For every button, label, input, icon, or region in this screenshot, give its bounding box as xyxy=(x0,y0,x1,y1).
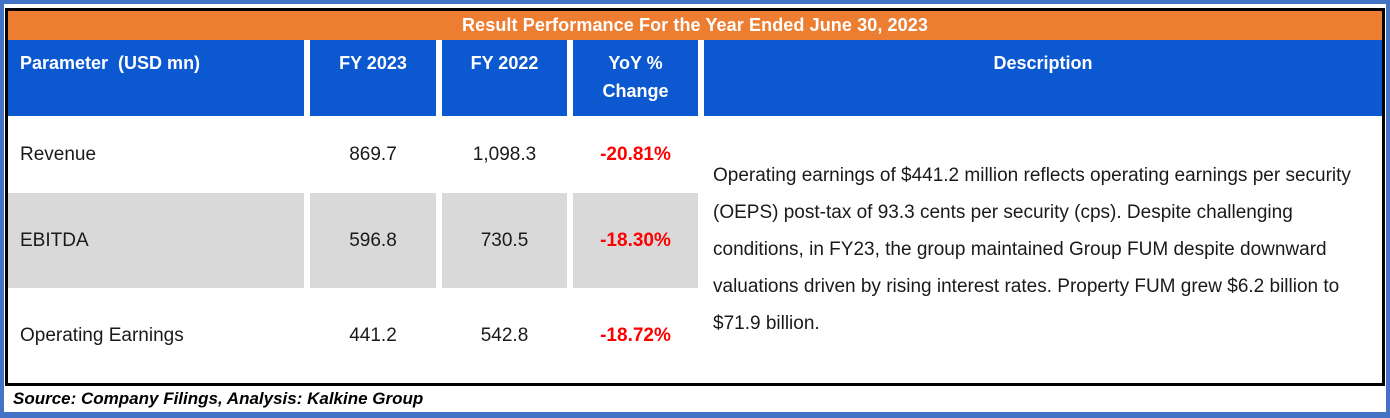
revenue-yoy-change: -20.81% xyxy=(573,116,698,193)
source-attribution: Source: Company Filings, Analysis: Kalki… xyxy=(4,389,1386,409)
description-cell: Operating earnings of $441.2 million ref… xyxy=(704,116,1382,383)
column-header-parameter: Parameter (USD mn) xyxy=(8,40,304,116)
column-header-fy2022: FY 2022 xyxy=(442,40,567,116)
description-text: Operating earnings of $441.2 million ref… xyxy=(713,165,1351,334)
row-ebitda-parameter: EBITDA xyxy=(8,193,304,288)
ebitda-fy2023-value: 596.8 xyxy=(310,193,436,288)
column-fy2023: FY 2023 869.7 596.8 441.2 xyxy=(310,40,436,383)
column-header-description: Description xyxy=(704,40,1382,116)
ebitda-yoy-change: -18.30% xyxy=(573,193,698,288)
table-grid: Parameter (USD mn) Revenue EBITDA Operat… xyxy=(8,40,1382,383)
operating-earnings-fy2023-value: 441.2 xyxy=(310,288,436,383)
column-fy2022: FY 2022 1,098.3 730.5 542.8 xyxy=(442,40,567,383)
results-table: Result Performance For the Year Ended Ju… xyxy=(5,8,1385,386)
column-parameter: Parameter (USD mn) Revenue EBITDA Operat… xyxy=(8,40,304,383)
row-revenue-parameter: Revenue xyxy=(8,116,304,193)
row-operating-earnings-parameter: Operating Earnings xyxy=(8,288,304,383)
revenue-fy2022-value: 1,098.3 xyxy=(442,116,567,193)
operating-earnings-yoy-change: -18.72% xyxy=(573,288,698,383)
revenue-fy2023-value: 869.7 xyxy=(310,116,436,193)
ebitda-fy2022-value: 730.5 xyxy=(442,193,567,288)
column-description: Description Operating earnings of $441.2… xyxy=(704,40,1382,383)
table-title-bar: Result Performance For the Year Ended Ju… xyxy=(8,11,1382,40)
column-header-yoy-change: YoY % Change xyxy=(573,40,698,116)
column-header-fy2023: FY 2023 xyxy=(310,40,436,116)
operating-earnings-fy2022-value: 542.8 xyxy=(442,288,567,383)
column-yoy-change: YoY % Change -20.81% -18.30% -18.72% xyxy=(573,40,698,383)
